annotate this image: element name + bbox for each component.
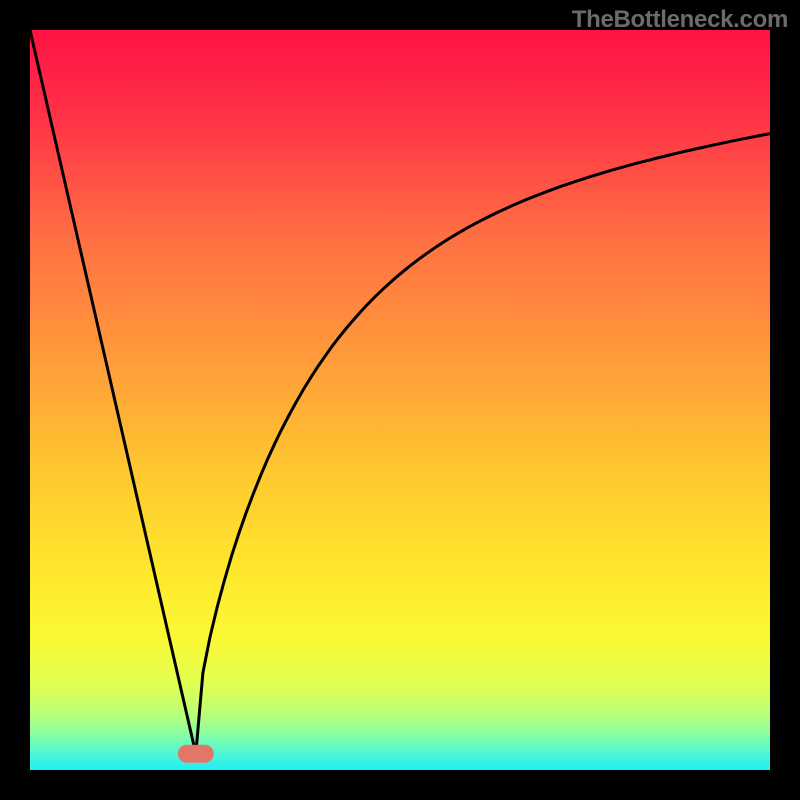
bottleneck-chart	[0, 0, 800, 800]
plot-background	[30, 30, 770, 770]
optimal-point-marker	[178, 745, 214, 763]
watermark-text: TheBottleneck.com	[572, 6, 788, 34]
chart-container: TheBottleneck.com	[0, 0, 800, 800]
